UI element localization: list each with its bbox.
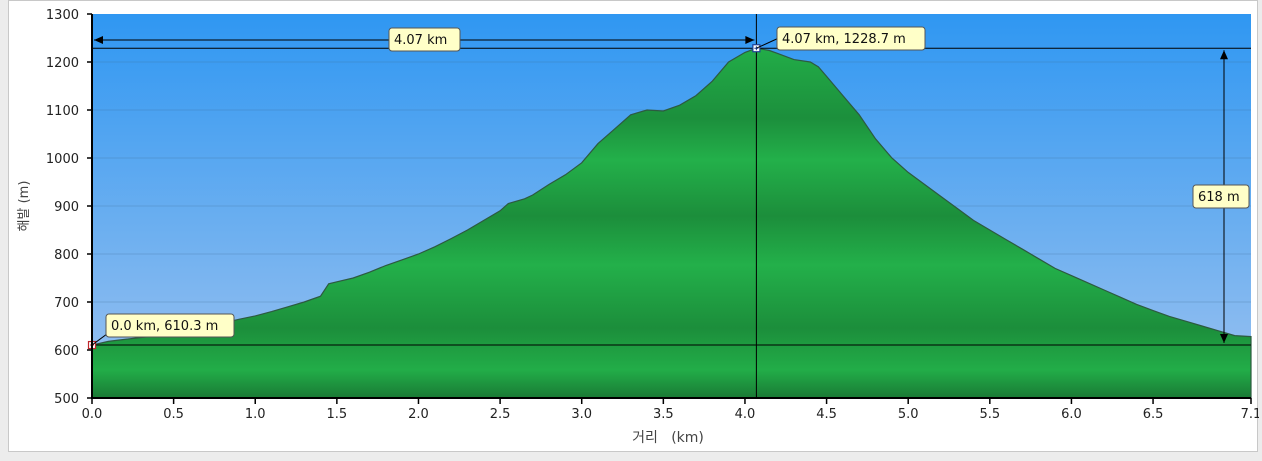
start-label: 0.0 km, 610.3 m <box>91 313 235 346</box>
x-tick-label: 0.5 <box>163 407 184 422</box>
peak-label: 4.07 km, 1228.7 m <box>756 26 926 51</box>
arrowhead-left <box>94 36 103 44</box>
y-tick-label: 700 <box>54 296 79 311</box>
elevation-area <box>91 47 1252 399</box>
x-tick-label: 4.5 <box>816 407 837 422</box>
arrowhead-down <box>1220 334 1228 344</box>
x-tick-label: 1.0 <box>245 407 266 422</box>
x-axis-title: 거리 (km) <box>632 430 704 446</box>
x-tick-label: 3.5 <box>653 407 674 422</box>
svg-text:0.0 km, 610.3 m: 0.0 km, 610.3 m <box>111 319 218 334</box>
svg-text:618 m: 618 m <box>1198 190 1240 205</box>
annotations: 0.0 km, 610.3 m 4.07 km, 1228.7 m 4.07 km 6… <box>87 14 1251 398</box>
arrowhead-right <box>745 36 755 44</box>
x-tick-label: 2.0 <box>408 407 429 422</box>
x-tick-label: 4.0 <box>735 407 756 422</box>
svg-text:4.07 km: 4.07 km <box>394 33 447 48</box>
x-tick-label: 5.5 <box>979 407 1000 422</box>
y-axis-title: 해발 (m) <box>17 181 32 232</box>
y-tick-label: 1100 <box>46 104 79 119</box>
y-tick-label: 800 <box>54 248 79 263</box>
x-tick-label: 6.0 <box>1061 407 1082 422</box>
x-tick-label: 7.1 <box>1241 407 1259 422</box>
y-tick-label: 1300 <box>46 8 79 23</box>
y-tick-label: 1200 <box>46 56 79 71</box>
height-label: 618 m <box>1192 184 1250 209</box>
y-tick-label: 600 <box>54 344 79 359</box>
y-axis-ticks: 500 600 700 800 900 1000 1100 1200 1300 <box>46 8 92 407</box>
x-tick-label: 1.5 <box>327 407 348 422</box>
y-tick-label: 1000 <box>46 152 79 167</box>
arrowhead-up <box>1220 50 1228 60</box>
x-tick-label: 3.0 <box>571 407 592 422</box>
elevation-chart: 0.0 km, 610.3 m 4.07 km, 1228.7 m 4.07 km 6… <box>17 8 1261 446</box>
y-tick-label: 500 <box>54 392 79 407</box>
svg-text:4.07 km, 1228.7 m: 4.07 km, 1228.7 m <box>782 32 906 47</box>
y-tick-label: 900 <box>54 200 79 215</box>
distance-label: 4.07 km <box>388 27 461 52</box>
x-axis-ticks: 0.0 0.5 1.0 1.5 2.0 2.5 3.0 3.5 4.0 4.5 5.0 5.5 6.0 6… <box>82 398 1261 422</box>
chart-frame: 0.0 km, 610.3 m 4.07 km, 1228.7 m 4.07 km 6… <box>8 0 1261 452</box>
x-tick-label: 2.5 <box>490 407 511 422</box>
x-tick-label: 0.0 <box>82 407 103 422</box>
x-tick-label: 6.5 <box>1143 407 1164 422</box>
x-tick-label: 5.0 <box>898 407 919 422</box>
